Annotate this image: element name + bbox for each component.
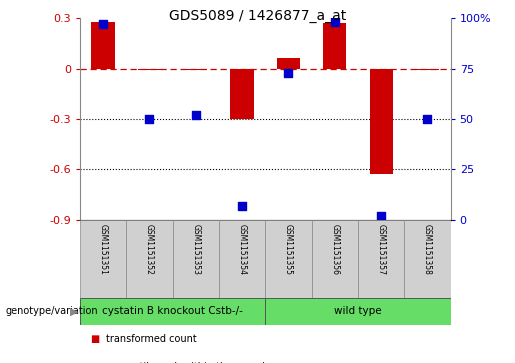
Bar	[404, 220, 451, 298]
Bar	[369, 69, 392, 174]
Bar	[138, 69, 161, 70]
Text: ■: ■	[90, 362, 99, 363]
Text: wild type: wild type	[334, 306, 382, 316]
Text: GSM1151351: GSM1151351	[98, 224, 108, 274]
Bar	[219, 220, 265, 298]
Bar	[312, 220, 358, 298]
Text: GSM1151357: GSM1151357	[376, 224, 386, 274]
Text: transformed count: transformed count	[106, 334, 196, 344]
Point	[331, 19, 339, 25]
Point	[377, 213, 385, 219]
Text: GSM1151356: GSM1151356	[330, 224, 339, 274]
Bar	[416, 69, 439, 70]
Point	[238, 203, 246, 208]
Text: GSM1151354: GSM1151354	[237, 224, 247, 274]
Bar	[92, 21, 114, 69]
Bar	[184, 69, 207, 70]
Bar	[265, 220, 312, 298]
Text: genotype/variation: genotype/variation	[5, 306, 98, 316]
Text: cystatin B knockout Cstb-/-: cystatin B knockout Cstb-/-	[102, 306, 243, 316]
Text: GSM1151353: GSM1151353	[191, 224, 200, 274]
Text: GDS5089 / 1426877_a_at: GDS5089 / 1426877_a_at	[169, 9, 346, 23]
Bar	[277, 58, 300, 69]
Point	[284, 70, 293, 76]
Text: percentile rank within the sample: percentile rank within the sample	[106, 362, 270, 363]
Text: ■: ■	[90, 334, 99, 344]
Bar	[126, 220, 173, 298]
Text: GSM1151352: GSM1151352	[145, 224, 154, 274]
Bar	[358, 220, 404, 298]
Point	[145, 116, 153, 122]
Bar	[80, 220, 126, 298]
Bar	[323, 23, 346, 69]
Bar	[173, 220, 219, 298]
Text: GSM1151355: GSM1151355	[284, 224, 293, 274]
Point	[99, 21, 107, 27]
Point	[192, 112, 200, 118]
Point	[423, 116, 432, 122]
Bar	[231, 69, 253, 119]
Text: ▶: ▶	[71, 306, 79, 316]
Text: GSM1151358: GSM1151358	[423, 224, 432, 274]
